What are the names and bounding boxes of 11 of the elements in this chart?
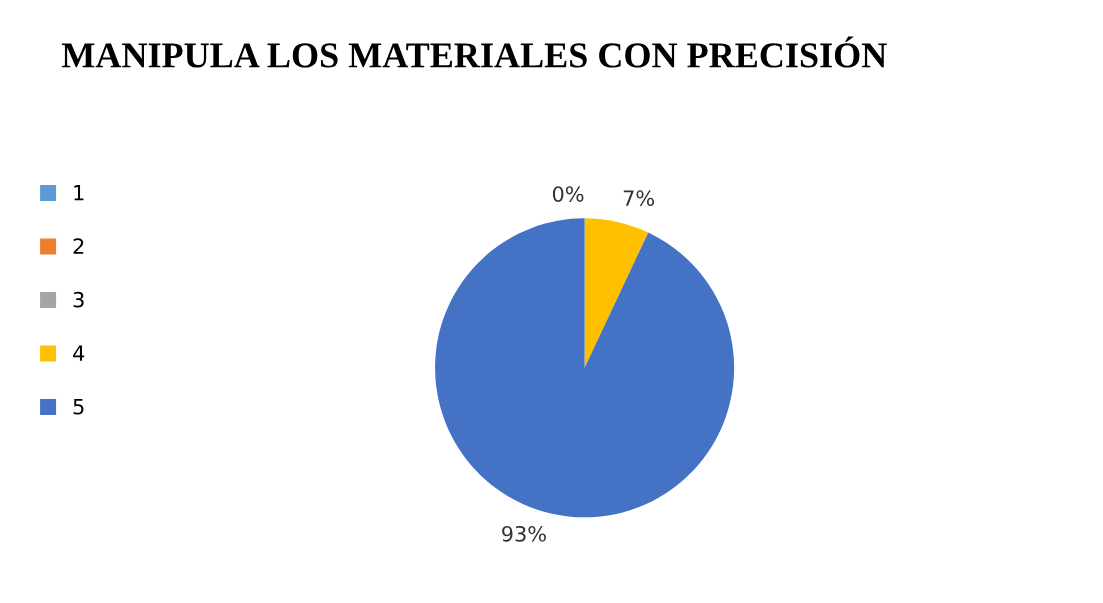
- legend-label: 5: [73, 399, 84, 415]
- chart-title: MANIPULA LOS MATERIALES CON PRECISIÓN: [61, 36, 887, 68]
- data-label: 93%: [502, 525, 546, 542]
- legend-label: 1: [74, 185, 84, 201]
- legend-label: 4: [73, 345, 85, 361]
- legend-label: 3: [73, 291, 84, 308]
- pie-slice: [435, 218, 735, 518]
- text: 0%: [552, 186, 584, 202]
- legend-label: 2: [73, 238, 84, 254]
- pie-slice: [584, 218, 649, 368]
- data-label: 7%: [623, 190, 655, 207]
